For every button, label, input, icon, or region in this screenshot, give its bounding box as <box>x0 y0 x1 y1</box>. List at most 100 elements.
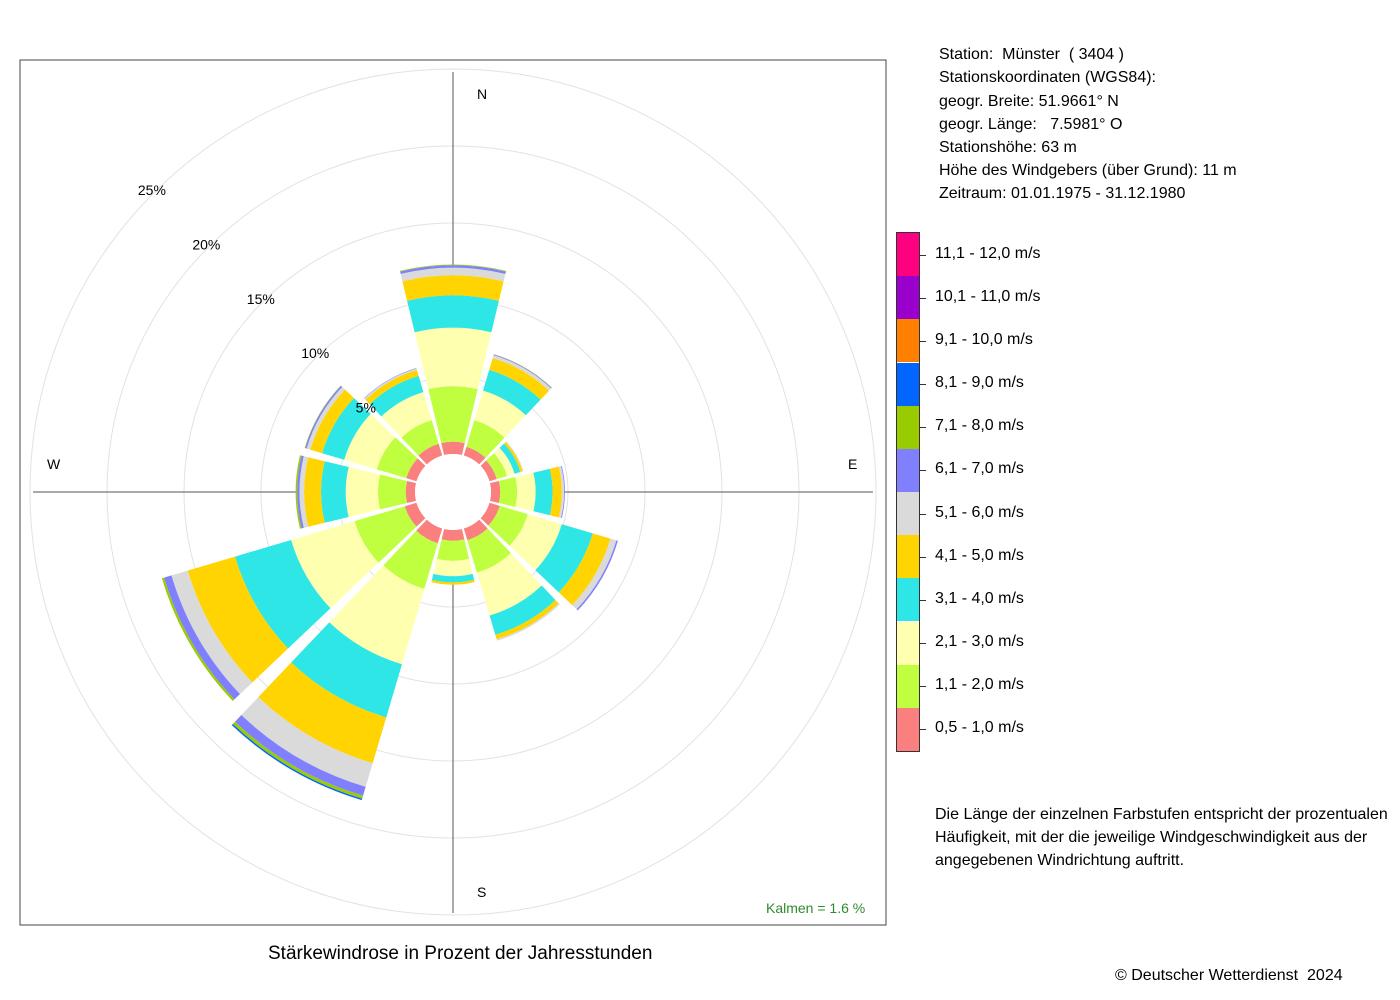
sector-band <box>369 375 424 417</box>
legend-label: 11,1 - 12,0 m/s <box>935 244 1041 262</box>
sector-band <box>299 456 309 528</box>
legend-swatch <box>897 492 919 536</box>
sector-band <box>466 420 505 458</box>
sector-band <box>171 570 253 695</box>
sector-band <box>486 453 508 480</box>
wind-rose-chart: 5% 10% 15% 20% 25% N E S W Kalmen = 1.6 % <box>19 59 887 926</box>
legend-label: 6,1 - 7,0 m/s <box>935 460 1024 478</box>
sector-band <box>187 556 289 683</box>
sector-band <box>433 558 473 577</box>
wind-sector <box>463 519 560 641</box>
legend-swatch <box>897 362 919 406</box>
sector-band <box>234 539 331 649</box>
sector-band <box>402 275 504 301</box>
sector-band <box>499 443 521 474</box>
legend-swatch <box>897 319 919 363</box>
note-line-2: Häufigkeit, mit der die jeweilige Windge… <box>935 829 1368 846</box>
sector-band <box>549 466 562 518</box>
legend-label: 3,1 - 4,0 m/s <box>935 589 1024 607</box>
sector-band <box>480 460 497 482</box>
sector-band <box>401 420 439 456</box>
wind-sector <box>480 441 524 482</box>
wind-sector <box>399 264 507 456</box>
legend-tick <box>920 686 926 688</box>
anemometer-height: Höhe des Windgebers (über Grund): 11 m <box>939 162 1237 179</box>
legend-tick <box>920 513 926 515</box>
sector-band <box>431 573 475 583</box>
sector-band <box>295 455 302 529</box>
sector-band <box>241 697 373 787</box>
sector-band <box>354 506 417 563</box>
sector-band <box>558 533 611 606</box>
sector-band <box>436 539 470 561</box>
time-period: Zeitraum: 01.01.1975 - 31.12.1980 <box>939 185 1186 202</box>
radial-tick-label: 20% <box>192 236 220 252</box>
sector-band <box>291 622 402 718</box>
sector-band <box>509 514 562 571</box>
sector-band <box>310 389 354 454</box>
sector-band <box>304 457 325 527</box>
radial-tick-label: 15% <box>247 291 275 307</box>
sector-band <box>492 355 552 391</box>
sector-band <box>378 474 408 510</box>
sector-band <box>164 575 241 700</box>
wind-sectors <box>161 264 618 801</box>
sector-band <box>441 528 465 541</box>
plot-frame <box>19 59 887 926</box>
sector-band <box>489 585 556 635</box>
wind-sector <box>431 528 475 585</box>
wind-sector <box>295 455 417 529</box>
sector-band <box>364 368 417 400</box>
legend-tick <box>920 254 926 256</box>
radial-tick-labels: 5% 10% 15% 20% 25% <box>138 182 376 416</box>
legend-swatch <box>897 276 919 320</box>
sector-band <box>561 465 565 519</box>
chart-title: Stärkewindrose in Prozent der Jahresstun… <box>268 943 653 964</box>
radial-tick-label: 5% <box>356 400 376 416</box>
legend-tick <box>920 470 926 472</box>
sector-band <box>480 502 500 526</box>
sector-band <box>418 443 443 465</box>
sector-band <box>407 295 499 333</box>
sector-band <box>495 599 559 640</box>
sector-band <box>441 441 465 456</box>
wind-sector <box>231 519 443 801</box>
sector-band <box>406 458 426 482</box>
legend-swatch <box>897 405 919 449</box>
direction-label-s: S <box>477 884 486 900</box>
radial-tick-label: 10% <box>301 345 329 361</box>
sector-band <box>498 477 518 507</box>
sector-band <box>345 466 381 518</box>
sector-band <box>463 446 486 465</box>
legend-tick <box>920 556 926 558</box>
legend-label: 7,1 - 8,0 m/s <box>935 417 1024 435</box>
station-longitude: geogr. Länge: 7.5981° O <box>939 116 1123 133</box>
sector-band <box>474 390 526 438</box>
wind-sector <box>463 354 552 465</box>
legend-tick <box>920 729 926 731</box>
sector-band <box>515 472 536 512</box>
sector-band <box>493 447 515 476</box>
wind-sector <box>304 385 426 482</box>
sector-band <box>558 466 565 518</box>
sector-band <box>365 369 419 405</box>
direction-label-n: N <box>477 86 487 102</box>
wind-sector <box>489 465 565 519</box>
station-elevation: Stationshöhe: 63 m <box>939 139 1077 156</box>
sector-band <box>404 502 426 527</box>
sector-band <box>467 528 511 573</box>
sector-band <box>488 505 528 546</box>
sector-band <box>416 519 443 544</box>
speed-legend-bar <box>896 232 920 752</box>
sector-band <box>234 715 366 796</box>
calm-label: Kalmen = 1.6 % <box>766 900 865 916</box>
sector-band <box>399 264 507 272</box>
sector-band <box>329 565 425 665</box>
legend-label: 8,1 - 9,0 m/s <box>935 374 1024 392</box>
sector-band <box>533 468 553 516</box>
note-line-1: Die Länge der einzelnen Farbstufen entsp… <box>935 806 1388 823</box>
legend-label: 0,5 - 1,0 m/s <box>935 719 1024 737</box>
sector-band <box>344 413 396 470</box>
sector-band <box>572 538 617 610</box>
sector-band <box>535 524 593 593</box>
